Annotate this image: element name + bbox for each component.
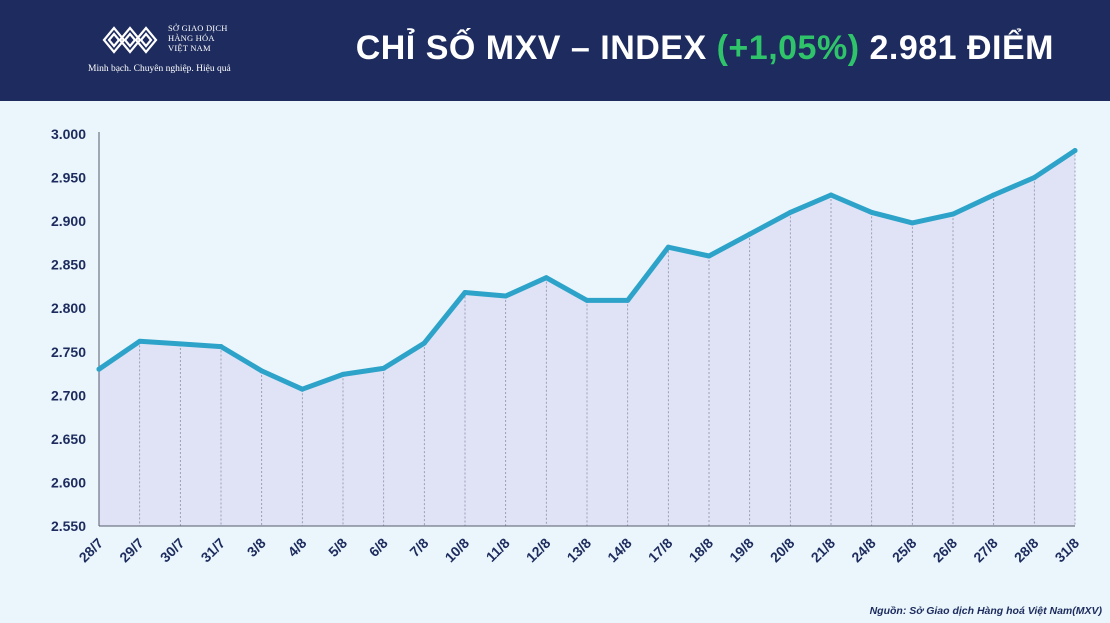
- page-title: CHỈ SỐ MXV – INDEX (+1,05%) 2.981 ĐIỂM: [356, 29, 1054, 68]
- x-tick-label: 13/8: [564, 535, 595, 566]
- data-point: [950, 211, 956, 217]
- data-point: [299, 386, 305, 392]
- x-tick-label: 3/8: [244, 535, 269, 560]
- x-tick-label: 17/8: [645, 535, 676, 566]
- data-point: [1072, 148, 1078, 154]
- data-point: [340, 371, 346, 377]
- data-point: [177, 341, 183, 347]
- data-point: [218, 344, 224, 350]
- data-point: [421, 340, 427, 346]
- header-banner: SỞ GIAO DỊCH HÀNG HÓA VIỆT NAM Minh bạch…: [0, 0, 1110, 101]
- y-tick-label: 2.950: [51, 170, 86, 186]
- mxv-logo: SỞ GIAO DỊCH HÀNG HÓA VIỆT NAM Minh bạch…: [88, 16, 278, 86]
- exchange-name-line: HÀNG HÓA: [168, 33, 215, 43]
- data-point: [828, 192, 834, 198]
- x-tick-label: 19/8: [726, 535, 757, 566]
- y-tick-label: 2.850: [51, 257, 86, 273]
- x-tick-label: 31/8: [1052, 535, 1083, 566]
- mxv-logo-icon: [102, 26, 158, 54]
- x-tick-label: 21/8: [808, 535, 839, 566]
- x-tick-label: 29/7: [116, 535, 147, 566]
- x-tick-label: 31/7: [198, 535, 229, 566]
- x-tick-label: 20/8: [767, 535, 798, 566]
- data-point: [137, 338, 143, 344]
- x-tick-label: 28/8: [1011, 535, 1042, 566]
- exchange-name: SỞ GIAO DỊCH HÀNG HÓA VIỆT NAM: [168, 23, 268, 53]
- data-point: [259, 368, 265, 374]
- data-point: [543, 275, 549, 281]
- x-tick-label: 6/8: [366, 535, 391, 560]
- title-main: CHỈ SỐ MXV – INDEX: [355, 29, 717, 67]
- data-point: [1031, 175, 1037, 181]
- x-tick-label: 30/7: [157, 535, 188, 566]
- x-tick-label: 7/8: [406, 535, 431, 560]
- data-point: [869, 209, 875, 215]
- data-point: [381, 365, 387, 371]
- data-point: [909, 220, 915, 226]
- y-tick-label: 2.550: [51, 518, 86, 534]
- data-point: [625, 297, 631, 303]
- y-tick-label: 2.900: [51, 213, 86, 229]
- x-tick-label: 14/8: [604, 535, 635, 566]
- data-point: [96, 366, 102, 372]
- title-change: (+1,05%): [716, 29, 860, 67]
- data-point: [665, 244, 671, 250]
- x-tick-label: 5/8: [325, 535, 350, 560]
- data-point: [584, 297, 590, 303]
- y-tick-label: 3.000: [51, 126, 86, 142]
- data-point: [991, 192, 997, 198]
- y-tick-label: 2.700: [51, 387, 86, 403]
- x-tick-label: 10/8: [442, 535, 473, 566]
- x-tick-label: 24/8: [848, 535, 879, 566]
- y-tick-label: 2.600: [51, 474, 86, 490]
- x-tick-label: 28/7: [76, 535, 107, 566]
- data-point: [747, 231, 753, 237]
- slogan: Minh bạch. Chuyên nghiệp. Hiệu quả: [88, 64, 231, 74]
- y-tick-label: 2.800: [51, 300, 86, 316]
- title-value: 2.981 ĐIỂM: [859, 29, 1054, 67]
- data-point: [706, 253, 712, 259]
- y-tick-label: 2.750: [51, 344, 86, 360]
- x-tick-label: 4/8: [284, 535, 309, 560]
- x-tick-label: 25/8: [889, 535, 920, 566]
- x-tick-label: 26/8: [930, 535, 961, 566]
- x-tick-label: 11/8: [483, 535, 513, 565]
- data-point: [787, 209, 793, 215]
- index-chart: 3.000 2.950 2.900 2.850 2.800 2.750 2.700 2.650…: [51, 126, 1083, 566]
- exchange-name-line: SỞ GIAO DỊCH: [168, 23, 228, 33]
- source-note: Nguồn: Sở Giao dịch Hàng hoá Việt Nam(MX…: [869, 605, 1102, 617]
- x-tick-label: 12/8: [523, 535, 554, 566]
- data-point: [503, 293, 509, 299]
- x-tick-label: 18/8: [686, 535, 717, 566]
- y-tick-label: 2.650: [51, 431, 86, 447]
- exchange-name-line: VIỆT NAM: [168, 43, 211, 53]
- x-tick-label: 27/8: [970, 535, 1001, 566]
- data-point: [462, 290, 468, 296]
